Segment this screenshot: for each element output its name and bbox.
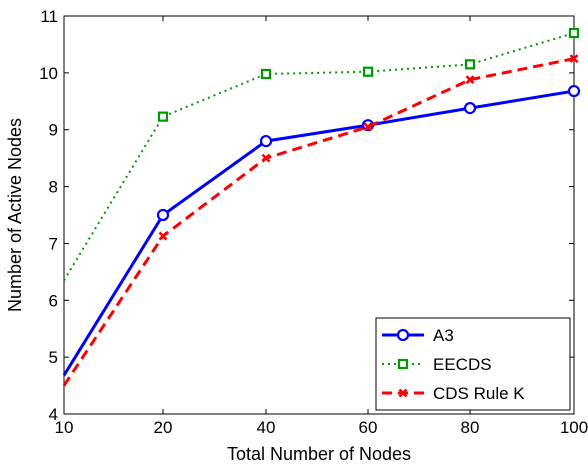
y-tick-label: 6 [49, 291, 58, 310]
data-point [463, 102, 477, 115]
y-tick-label: 10 [39, 64, 58, 83]
data-point [465, 75, 475, 85]
tick-marks [63, 15, 575, 415]
legend: A3 EECDS CDS Rule K [375, 317, 571, 411]
data-point [260, 68, 272, 80]
data-point [569, 54, 579, 64]
series-line [63, 32, 575, 281]
y-axis-label: Number of Active Nodes [5, 118, 25, 312]
legend-item: EECDS [382, 355, 492, 374]
legend-item: CDS Rule K [382, 384, 525, 403]
plot-area [63, 15, 575, 415]
y-tick-label: 7 [49, 234, 58, 253]
x-tick-label: 40 [257, 418, 276, 437]
x-tick-label: 10 [55, 418, 74, 437]
data-point [156, 208, 170, 222]
x-axis-label: Total Number of Nodes [227, 444, 411, 464]
x-tick-label: 100 [560, 418, 588, 437]
series-line [62, 57, 575, 387]
y-tick-label: 5 [49, 348, 58, 367]
legend-label: EECDS [433, 355, 492, 374]
axes-frame [63, 15, 575, 415]
x-tick-label: 20 [154, 418, 173, 437]
data-point [362, 66, 374, 77]
y-tick-label: 11 [40, 7, 58, 26]
y-tick-label: 8 [49, 178, 58, 197]
data-point [261, 153, 271, 163]
data-point [567, 84, 581, 98]
legend-box [375, 317, 571, 411]
series-layer [62, 27, 581, 387]
data-point [464, 59, 476, 70]
data-point [157, 111, 169, 122]
tick-labels: 10 20 40 60 80 100 4 5 6 7 8 9 10 11 [39, 7, 588, 437]
y-tick-label: 4 [49, 405, 58, 424]
x-tick-label: 80 [461, 418, 480, 437]
y-tick-label: 9 [49, 121, 58, 140]
series-line [62, 89, 575, 377]
data-point [363, 122, 373, 132]
series-cds-rule-k [62, 54, 579, 387]
data-point [158, 231, 168, 241]
data-point [259, 134, 273, 148]
legend-item: A3 [382, 326, 454, 345]
legend-label: CDS Rule K [433, 384, 525, 403]
legend-marker [397, 358, 409, 370]
legend-label: A3 [433, 326, 454, 345]
data-point [568, 27, 580, 39]
series-a3 [62, 84, 581, 377]
x-tick-label: 60 [359, 418, 378, 437]
legend-marker [398, 388, 408, 398]
legend-marker [396, 328, 410, 342]
series-eecds [63, 27, 580, 281]
